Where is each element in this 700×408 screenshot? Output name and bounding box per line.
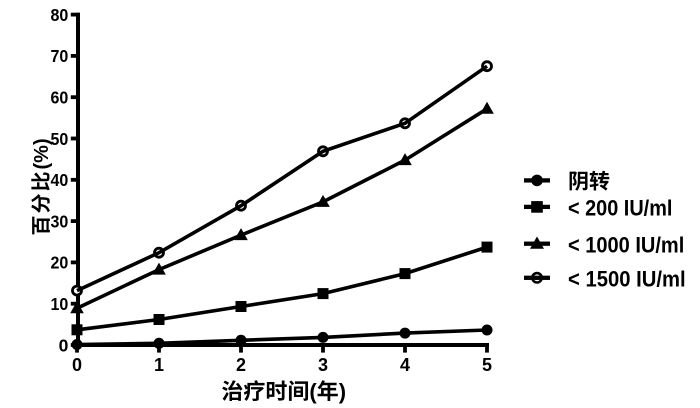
svg-text:10: 10 [51,294,69,314]
svg-text:4: 4 [400,355,410,375]
svg-text:50: 50 [51,129,69,149]
svg-text:2: 2 [236,355,246,375]
svg-text:< 200 IU/ml: < 200 IU/ml [568,196,672,221]
svg-text:80: 80 [51,5,69,25]
svg-text:(%): (%) [31,138,53,169]
svg-text:0: 0 [72,355,82,375]
svg-text:(: ( [309,379,317,404]
svg-text:60: 60 [51,88,69,108]
svg-text:< 1500 IU/ml: < 1500 IU/ml [568,266,686,291]
svg-text:1: 1 [154,355,164,375]
svg-text:< 1000 IU/ml: < 1000 IU/ml [568,232,684,257]
svg-text:5: 5 [482,355,492,375]
svg-text:30: 30 [51,211,69,231]
svg-text:20: 20 [51,253,69,273]
svg-text:0: 0 [59,335,69,355]
svg-text:40: 40 [51,170,69,190]
svg-text:): ) [339,379,346,404]
svg-text:3: 3 [318,355,328,375]
svg-text:70: 70 [51,46,69,66]
